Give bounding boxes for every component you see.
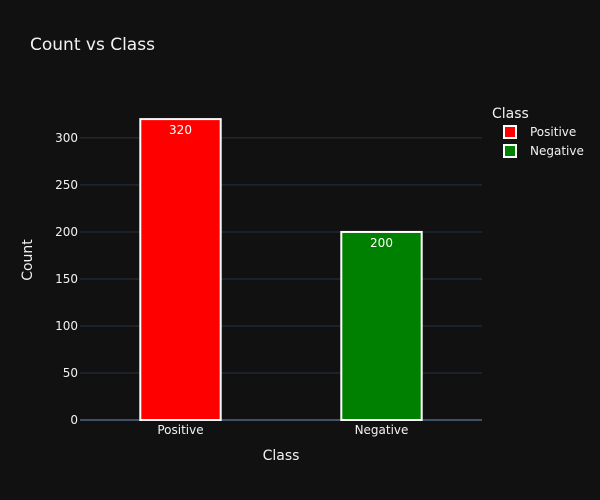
legend-label-negative: Negative	[530, 144, 584, 158]
legend-swatch-positive	[503, 125, 517, 139]
y-tick-label: 300	[55, 131, 78, 145]
y-tick-label: 100	[55, 319, 78, 333]
x-tick-label: Negative	[355, 423, 409, 437]
legend-title: Class	[492, 106, 529, 122]
x-tick-label: Positive	[157, 423, 203, 437]
legend: Class Positive Negative	[492, 106, 584, 158]
bars	[139, 118, 423, 421]
y-axis-ticks: 0 50 100 150 200 250 300	[55, 131, 78, 427]
y-tick-label: 50	[63, 366, 78, 380]
legend-items: Positive Negative	[503, 125, 584, 158]
y-tick-label: 200	[55, 225, 78, 239]
x-axis-title: Class	[263, 448, 300, 464]
legend-label-positive: Positive	[530, 125, 576, 139]
chart-title: Count vs Class	[30, 35, 155, 55]
bar-value-label: 320	[169, 123, 192, 137]
y-axis-title: Count	[20, 239, 36, 281]
y-tick-label: 250	[55, 178, 78, 192]
data-labels: 320 200	[169, 123, 393, 250]
y-tick-label: 150	[55, 272, 78, 286]
bar-value-label: 200	[370, 236, 393, 250]
x-axis-ticks: Positive Negative	[157, 423, 408, 437]
bar-positive	[139, 118, 222, 421]
y-tick-label: 0	[70, 413, 78, 427]
bar-negative	[340, 230, 423, 421]
legend-swatch-negative	[503, 144, 517, 158]
